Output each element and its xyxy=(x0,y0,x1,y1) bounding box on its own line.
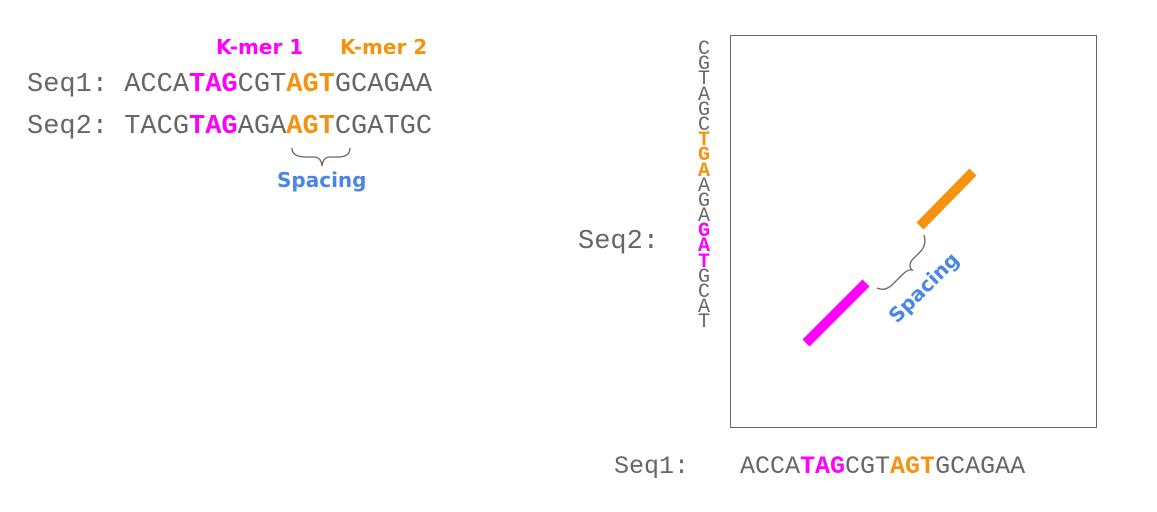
left-spacing-label: Spacing xyxy=(277,168,367,192)
plot-spacing-label: Spacing xyxy=(884,247,964,327)
seq1-post: GCAGAA xyxy=(334,70,433,100)
seq1-pre: ACCA xyxy=(124,70,190,100)
seq1-kmer1: TAG xyxy=(189,70,238,100)
y-seq-letter: T xyxy=(697,68,710,92)
y-seq-letter: G xyxy=(697,220,710,244)
kmer1-match-segment xyxy=(802,279,870,347)
y-seq-letter: G xyxy=(697,265,710,289)
y-seq-letter: A xyxy=(697,159,710,183)
seq2-label: Seq2: xyxy=(27,112,125,142)
kmer1-legend: K-mer 1 xyxy=(216,35,304,59)
y-axis-label: Seq2: xyxy=(578,227,660,257)
x-axis-label: Seq1: xyxy=(614,452,690,481)
seq2-mid: AGA xyxy=(237,112,287,142)
seq2-kmer1: TAG xyxy=(189,112,238,142)
x-axis-line: Seq1: xyxy=(614,452,689,481)
y-seq-letter: T xyxy=(697,129,710,153)
y-seq-letter: A xyxy=(697,174,710,198)
y-seq-letter: A xyxy=(697,296,710,320)
y-seq-letter: G xyxy=(697,53,710,77)
plot-spacing-brace xyxy=(876,234,926,290)
kmer2-match-segment xyxy=(916,168,977,230)
seq1-mid: CGT xyxy=(237,70,287,100)
seq1-line: Seq1: ACCATAGCGTAGTGCAGAA xyxy=(27,70,432,100)
xseq-kmer2: AGT xyxy=(890,452,936,481)
y-seq-letter: T xyxy=(697,311,710,335)
seq1-label: Seq1: xyxy=(27,70,125,100)
y-seq-letter: T xyxy=(697,250,710,274)
seq2-post: CGATGC xyxy=(334,112,433,142)
xseq-kmer1: TAG xyxy=(800,452,846,481)
kmer2-legend: K-mer 2 xyxy=(340,35,428,59)
xseq-pre: ACCA xyxy=(740,452,801,481)
y-seq-letter: A xyxy=(697,235,710,259)
seq2-kmer2: AGT xyxy=(286,112,335,142)
seq2-line: Seq2: TACGTAGAGAAGTCGATGC xyxy=(27,112,432,142)
y-seq-letter: G xyxy=(697,189,710,213)
x-axis-sequence: ACCATAGCGTAGTGCAGAA xyxy=(740,452,1025,481)
xseq-post: GCAGAA xyxy=(935,452,1026,481)
y-seq-letter: C xyxy=(697,113,710,137)
y-seq-letter: G xyxy=(697,144,710,168)
y-seq-letter: A xyxy=(697,83,710,107)
seq2-pre: TACG xyxy=(124,112,190,142)
dot-plot-frame xyxy=(730,35,1097,428)
y-seq-letter: A xyxy=(697,205,710,229)
y-seq-letter: C xyxy=(697,281,710,304)
y-seq-letter: C xyxy=(697,38,710,61)
y-seq-letter: G xyxy=(697,98,710,122)
xseq-mid: CGT xyxy=(845,452,891,481)
seq1-kmer2: AGT xyxy=(286,70,335,100)
